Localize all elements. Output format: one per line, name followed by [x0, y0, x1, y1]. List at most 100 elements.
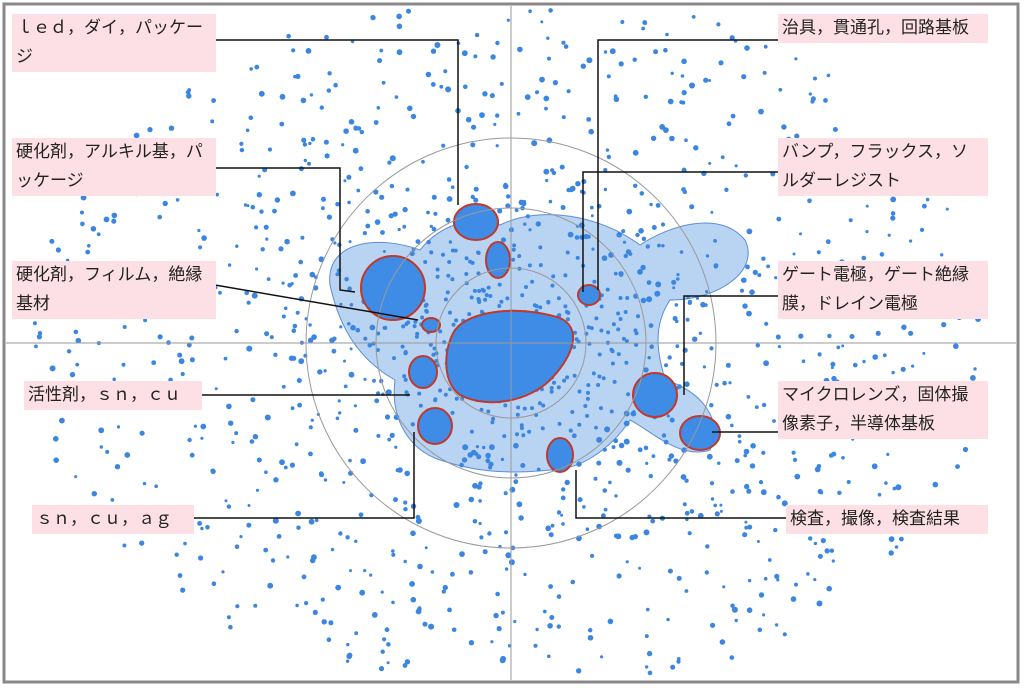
document-dot — [831, 451, 837, 457]
ring — [305, 137, 717, 549]
document-dot — [274, 197, 281, 203]
document-dot — [292, 323, 298, 329]
document-dot — [256, 192, 262, 198]
document-dot — [251, 292, 258, 299]
document-dot — [433, 211, 438, 216]
leader-line — [597, 39, 778, 290]
document-dot — [649, 344, 654, 350]
document-dot — [343, 384, 348, 389]
document-dot — [556, 594, 562, 599]
document-dot — [391, 600, 395, 605]
document-dot — [719, 509, 723, 513]
document-dot — [323, 369, 327, 373]
document-dot — [476, 251, 481, 255]
document-dot — [365, 209, 370, 214]
document-dot — [674, 303, 679, 307]
document-dot — [260, 247, 265, 252]
document-dot — [397, 227, 401, 232]
document-dot — [479, 309, 484, 314]
document-dot — [344, 277, 349, 282]
document-dot — [347, 322, 351, 326]
document-dot — [577, 497, 583, 503]
document-dot — [606, 74, 611, 79]
document-dot — [647, 356, 651, 360]
document-dot — [672, 286, 676, 290]
document-dot — [323, 478, 328, 482]
document-dot — [430, 82, 436, 87]
document-dot — [256, 457, 262, 463]
document-dot — [448, 240, 453, 244]
document-dot — [485, 452, 491, 459]
document-dot — [263, 224, 269, 230]
document-dot — [570, 579, 576, 585]
document-dot — [475, 445, 479, 449]
document-dot — [147, 127, 153, 133]
document-dot — [174, 552, 179, 557]
document-dot — [296, 525, 301, 530]
document-dot — [846, 480, 851, 484]
document-dot — [470, 449, 477, 456]
document-dot — [459, 551, 465, 557]
document-dot — [766, 264, 770, 269]
document-dot — [862, 359, 866, 364]
document-dot — [157, 214, 162, 220]
document-dot — [643, 529, 650, 536]
document-dot — [465, 116, 472, 123]
document-dot — [611, 445, 616, 450]
document-dot — [537, 401, 542, 406]
document-dot — [831, 375, 837, 382]
document-dot — [303, 158, 307, 163]
document-dot — [121, 362, 126, 367]
document-dot — [552, 380, 556, 385]
document-dot — [433, 398, 438, 403]
document-dot — [254, 64, 260, 70]
document-dot — [264, 331, 270, 337]
document-dot — [548, 532, 554, 538]
document-dot — [505, 296, 510, 301]
document-dot — [246, 204, 250, 208]
leader-line — [215, 167, 356, 293]
document-dot — [310, 557, 316, 564]
document-dot — [337, 399, 341, 403]
document-dot — [502, 434, 507, 439]
document-dot — [332, 336, 337, 341]
document-dot — [36, 334, 43, 340]
document-dot — [706, 453, 713, 460]
document-dot — [710, 622, 716, 628]
document-dot — [565, 375, 570, 380]
document-dot — [495, 144, 499, 148]
document-dot — [402, 663, 408, 668]
document-dot — [634, 342, 639, 347]
document-dot — [535, 90, 539, 95]
document-dot — [807, 198, 812, 204]
document-dot — [589, 326, 594, 331]
document-dot — [523, 572, 527, 577]
document-dot — [661, 433, 667, 438]
document-dot — [725, 413, 732, 420]
document-dot — [295, 73, 301, 79]
document-dot — [594, 316, 599, 321]
document-dot — [59, 417, 65, 424]
document-dot — [308, 451, 313, 457]
document-dot — [775, 334, 781, 340]
document-dot — [116, 425, 121, 429]
document-dot — [360, 458, 366, 465]
document-dot — [816, 600, 823, 607]
document-dot — [32, 321, 37, 326]
document-dot — [667, 355, 672, 360]
document-dot — [414, 334, 419, 339]
cluster-label: 治具，貫通孔，回路基板 — [778, 14, 988, 43]
document-dot — [566, 187, 571, 193]
document-dot — [210, 119, 215, 124]
document-dot — [667, 568, 673, 574]
document-dot — [443, 69, 448, 74]
document-dot — [749, 463, 756, 469]
document-dot — [830, 361, 836, 367]
document-dot — [841, 344, 845, 348]
document-dot — [601, 513, 606, 519]
leaders — [192, 39, 786, 519]
document-dot — [613, 94, 618, 99]
document-dot — [541, 403, 546, 408]
document-dot — [295, 510, 301, 517]
document-dot — [483, 297, 488, 302]
